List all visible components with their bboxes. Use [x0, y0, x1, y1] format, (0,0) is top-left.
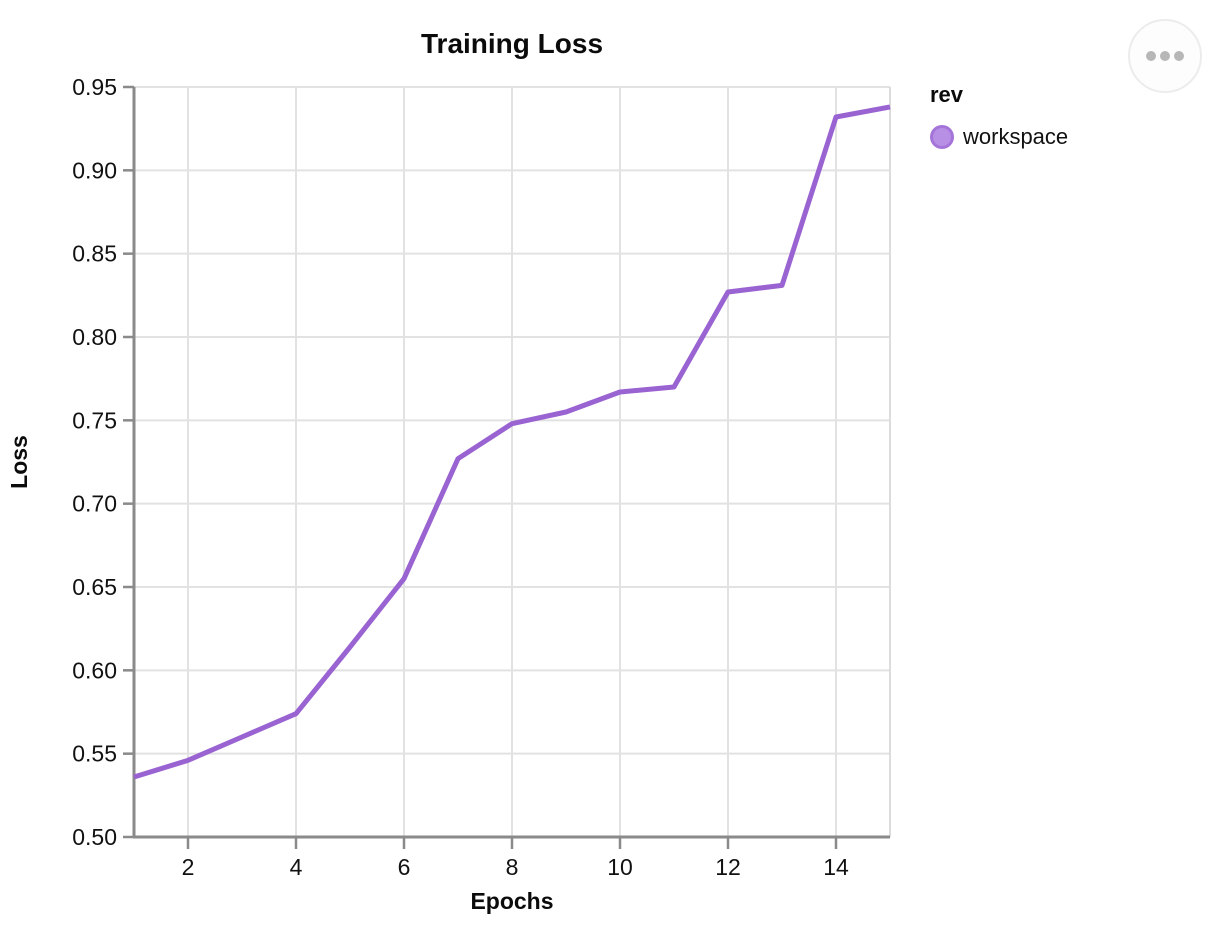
legend-title: rev: [930, 82, 964, 107]
legend-item-label: workspace: [963, 124, 1069, 149]
ellipsis-icon: [1174, 51, 1184, 61]
chart-title: Training Loss: [420, 28, 604, 59]
y-tick-label: 0.55: [72, 741, 117, 767]
legend: rev workspace: [930, 82, 1068, 150]
ellipsis-icon: [1146, 51, 1156, 61]
y-tick-label: 0.80: [72, 324, 117, 350]
x-tick-label: 6: [398, 854, 411, 880]
y-tick-label: 0.65: [72, 574, 117, 600]
panel-menu-button[interactable]: [1128, 19, 1202, 93]
y-tick-label: 0.95: [72, 74, 117, 100]
legend-dot-icon: [930, 125, 954, 149]
x-tick-label: 12: [715, 854, 741, 880]
y-tick-label: 0.50: [72, 824, 117, 850]
x-tick-label: 2: [182, 854, 195, 880]
x-tick-label: 4: [290, 854, 303, 880]
y-tick-label: 0.60: [72, 657, 117, 683]
y-tick-label: 0.70: [72, 491, 117, 517]
y-tick-label: 0.85: [72, 241, 117, 267]
legend-item-workspace[interactable]: workspace: [930, 124, 1068, 150]
x-tick-label: 14: [823, 854, 849, 880]
y-axis-label: Loss: [6, 435, 32, 489]
series-line-workspace[interactable]: [133, 104, 891, 780]
y-tick-label: 0.75: [72, 407, 117, 433]
x-tick-label: 8: [506, 854, 519, 880]
y-tick-label: 0.90: [72, 157, 117, 183]
x-axis-label: Epochs: [470, 888, 554, 914]
ellipsis-icon: [1160, 51, 1170, 61]
x-tick-label: 10: [607, 854, 633, 880]
